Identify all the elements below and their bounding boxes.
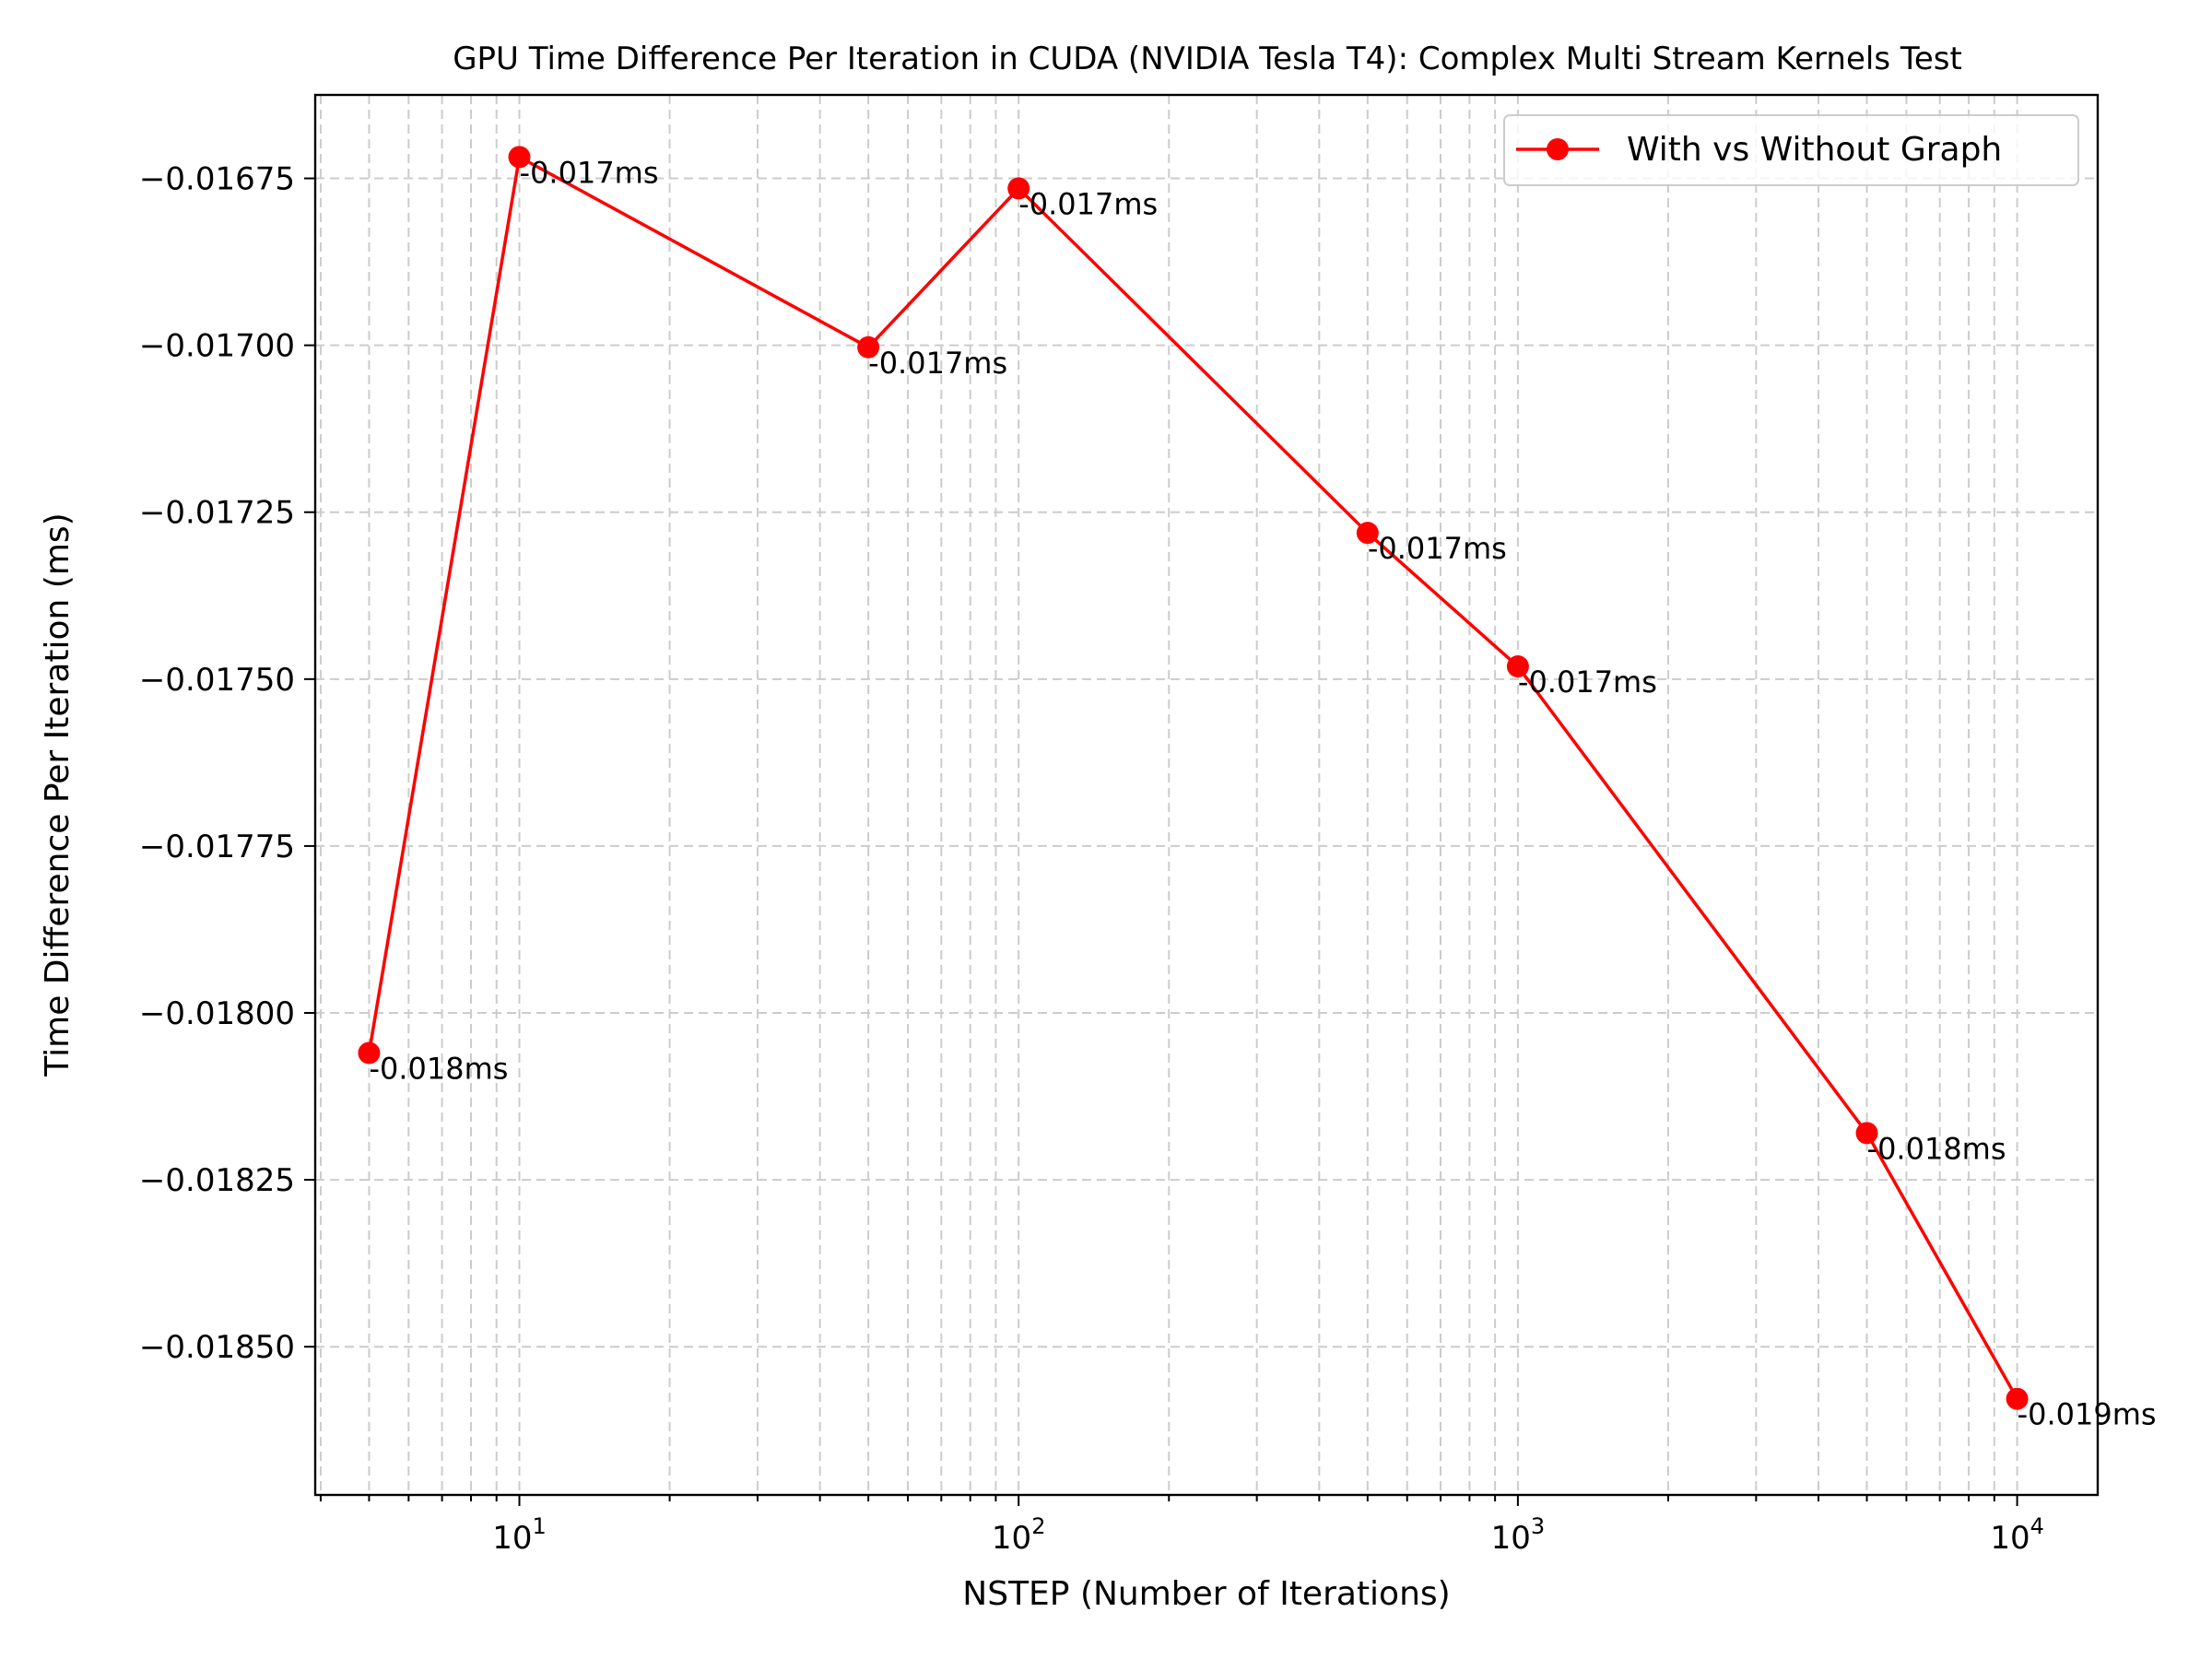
data-point bbox=[1506, 655, 1529, 678]
y-tick-label: −0.01750 bbox=[139, 662, 295, 699]
data-label: -0.017ms bbox=[520, 155, 659, 190]
data-label: -0.017ms bbox=[1518, 665, 1657, 700]
x-tick-label: 102 bbox=[992, 1513, 1046, 1557]
legend-entry-label: With vs Without Graph bbox=[1627, 131, 2002, 169]
legend-marker bbox=[1547, 138, 1569, 160]
data-label: -0.018ms bbox=[369, 1051, 508, 1086]
data-label: -0.017ms bbox=[1368, 531, 1507, 566]
x-tick-label: 104 bbox=[1990, 1513, 2044, 1557]
data-point bbox=[1007, 177, 1030, 200]
legend-box bbox=[1503, 114, 2079, 186]
x-tick-label: 101 bbox=[492, 1513, 547, 1557]
series-line bbox=[367, 155, 2019, 1400]
y-tick-label: −0.01675 bbox=[139, 161, 295, 198]
data-point bbox=[2006, 1387, 2029, 1410]
axis-ticks: 101 102 103 104 −0.01675 −0.01700 −0.01725 −0.0… bbox=[139, 161, 2044, 1557]
data-point bbox=[1356, 522, 1379, 545]
y-axis-label: Time Difference Per Iteration (ms) bbox=[39, 512, 76, 1077]
chart-title: GPU Time Difference Per Iteration in CUD… bbox=[453, 41, 1962, 77]
y-tick-label: −0.01800 bbox=[139, 995, 295, 1032]
y-tick-label: −0.01850 bbox=[139, 1329, 295, 1366]
y-tick-label: −0.01775 bbox=[139, 829, 295, 865]
legend: With vs Without Graph bbox=[1503, 114, 2079, 186]
data-point bbox=[508, 146, 531, 169]
series-layer: -0.018ms -0.017ms -0.017ms -0.017ms -0.017ms… bbox=[358, 146, 2157, 1432]
data-point bbox=[358, 1041, 381, 1065]
grid bbox=[315, 95, 2098, 1495]
x-axis-label: NSTEP (Number of Iterations) bbox=[962, 1575, 1450, 1613]
y-tick-label: −0.01725 bbox=[139, 495, 295, 532]
x-tick-label: 103 bbox=[1491, 1513, 1546, 1557]
data-label: -0.018ms bbox=[1867, 1131, 2006, 1166]
y-tick-label: −0.01700 bbox=[139, 328, 295, 365]
data-point bbox=[1855, 1122, 1878, 1145]
data-label: -0.017ms bbox=[1018, 186, 1158, 221]
plot-frame bbox=[313, 93, 2100, 1497]
y-tick-label: −0.01825 bbox=[139, 1162, 295, 1199]
data-label: -0.019ms bbox=[2018, 1397, 2157, 1432]
data-point bbox=[857, 335, 880, 359]
data-label: -0.017ms bbox=[868, 346, 1007, 381]
